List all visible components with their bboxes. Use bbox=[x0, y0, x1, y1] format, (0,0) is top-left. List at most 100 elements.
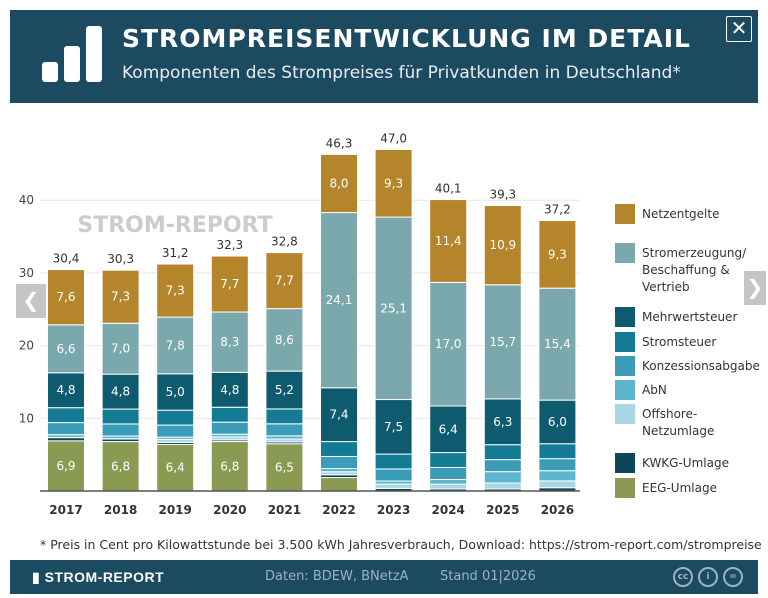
data-label: 6,8 bbox=[220, 459, 239, 473]
bar-segment bbox=[429, 466, 468, 481]
bar-segment bbox=[156, 443, 195, 492]
data-label: 6,4 bbox=[166, 461, 185, 475]
bar-segment bbox=[483, 482, 522, 490]
bar-segment bbox=[429, 479, 468, 485]
total-label: 32,8 bbox=[271, 235, 298, 249]
data-label: 15,7 bbox=[489, 335, 516, 349]
bar-segment bbox=[156, 424, 195, 438]
bar-segment bbox=[156, 263, 195, 318]
bar-segment bbox=[156, 316, 195, 375]
total-label: 39,3 bbox=[489, 188, 516, 202]
nd-icon: = bbox=[723, 567, 743, 587]
legend-label: Vertrieb bbox=[642, 280, 690, 294]
legend-swatch bbox=[615, 478, 635, 498]
bar-segment bbox=[538, 470, 577, 482]
legend-swatch bbox=[615, 380, 635, 400]
bar-segment bbox=[483, 444, 522, 461]
legend-swatch bbox=[615, 453, 635, 473]
bar-segment bbox=[538, 399, 577, 445]
y-tick-label: 10 bbox=[19, 411, 34, 425]
data-label: 9,3 bbox=[548, 247, 567, 261]
bar-segment bbox=[156, 373, 195, 411]
y-tick-label: 30 bbox=[19, 266, 34, 280]
data-label: 8,3 bbox=[220, 335, 239, 349]
footnote: * Preis in Cent pro Kilowattstunde bei 3… bbox=[40, 537, 762, 552]
close-button[interactable]: ✕ bbox=[726, 16, 752, 42]
total-label: 37,2 bbox=[544, 203, 571, 217]
bar-segment bbox=[374, 483, 413, 489]
bar-segment bbox=[429, 405, 468, 454]
bar-segment bbox=[210, 255, 249, 313]
data-label: 5,0 bbox=[166, 385, 185, 399]
data-label: 10,9 bbox=[489, 238, 516, 252]
bar-segment bbox=[374, 468, 413, 482]
data-label: 24,1 bbox=[326, 293, 353, 307]
bar-segment bbox=[47, 372, 85, 409]
data-label: 4,8 bbox=[220, 383, 239, 397]
total-label: 30,3 bbox=[107, 252, 134, 266]
bar-segment bbox=[265, 443, 304, 492]
by-icon: i bbox=[698, 567, 718, 587]
bar-segment bbox=[101, 269, 140, 324]
legend-label: Netzentgelte bbox=[642, 207, 719, 221]
page-subtitle: Komponenten des Strompreises für Privatk… bbox=[122, 63, 681, 83]
legend-swatch bbox=[615, 243, 635, 263]
bar-segment bbox=[483, 398, 522, 446]
legend-label: Stromsteuer bbox=[642, 335, 716, 349]
data-label: 8,0 bbox=[329, 176, 348, 190]
total-label: 40,1 bbox=[435, 182, 462, 196]
watermark: STROM-REPORT bbox=[77, 213, 272, 238]
legend-swatch bbox=[615, 332, 635, 352]
brand: ▮ STROM-REPORT bbox=[32, 569, 164, 586]
legend-label: Mehrwertsteuer bbox=[642, 310, 737, 324]
data-label: 6,4 bbox=[439, 422, 458, 436]
data-label: 9,3 bbox=[384, 176, 403, 190]
data-label: 17,0 bbox=[435, 337, 462, 351]
bar-chart-logo-icon bbox=[42, 26, 102, 82]
data-label: 7,6 bbox=[56, 290, 75, 304]
bar-segment bbox=[320, 455, 358, 470]
bar-segment bbox=[47, 422, 85, 436]
data-label: 15,4 bbox=[544, 337, 571, 351]
data-label: 7,4 bbox=[329, 408, 348, 422]
total-label: 32,3 bbox=[216, 238, 243, 252]
bars-icon: ▮ bbox=[32, 569, 41, 585]
previous-arrow-button[interactable]: ❮ bbox=[16, 284, 46, 318]
bar-segment bbox=[374, 453, 413, 470]
bar-segment bbox=[265, 423, 304, 437]
legend-label: EEG-Umlage bbox=[642, 481, 717, 495]
bar-segment bbox=[156, 409, 195, 426]
x-tick-label: 2022 bbox=[322, 503, 355, 517]
bar-segment bbox=[429, 483, 468, 490]
data-label: 7,7 bbox=[275, 274, 294, 288]
bar-segment bbox=[101, 322, 140, 375]
bar-segment bbox=[320, 212, 358, 389]
bar-segment bbox=[483, 471, 522, 484]
bar-segment bbox=[265, 370, 304, 410]
brand-name: STROM-REPORT bbox=[44, 569, 165, 585]
data-label: 7,7 bbox=[220, 277, 239, 291]
bar-segment bbox=[101, 408, 140, 425]
data-label: 7,0 bbox=[111, 342, 130, 356]
data-label: 7,3 bbox=[111, 290, 130, 304]
legend-label: Stromerzeugung/ bbox=[642, 246, 747, 260]
total-label: 31,2 bbox=[162, 246, 189, 260]
legend-swatch bbox=[615, 307, 635, 327]
next-arrow-button[interactable]: ❯ bbox=[744, 271, 766, 305]
legend-swatch bbox=[615, 404, 635, 424]
x-tick-label: 2017 bbox=[49, 503, 82, 517]
stand-date: Stand 01|2026 bbox=[440, 569, 536, 584]
data-label: 5,2 bbox=[275, 383, 294, 397]
footer: ▮ STROM-REPORT Daten: BDEW, BNetzA Stand… bbox=[10, 560, 758, 594]
bar-segment bbox=[101, 423, 140, 437]
legend-label: Konzessionsabgabe bbox=[642, 359, 760, 373]
bar-segment bbox=[101, 373, 140, 410]
total-label: 30,4 bbox=[53, 252, 80, 266]
bar-segment bbox=[320, 153, 358, 214]
data-label: 25,1 bbox=[380, 301, 407, 315]
x-tick-label: 2018 bbox=[104, 503, 137, 517]
bar-segment bbox=[47, 407, 85, 424]
x-tick-label: 2024 bbox=[431, 503, 464, 517]
data-label: 6,9 bbox=[56, 459, 75, 473]
page-title: STROMPREISENTWICKLUNG IM DETAIL bbox=[122, 24, 691, 53]
